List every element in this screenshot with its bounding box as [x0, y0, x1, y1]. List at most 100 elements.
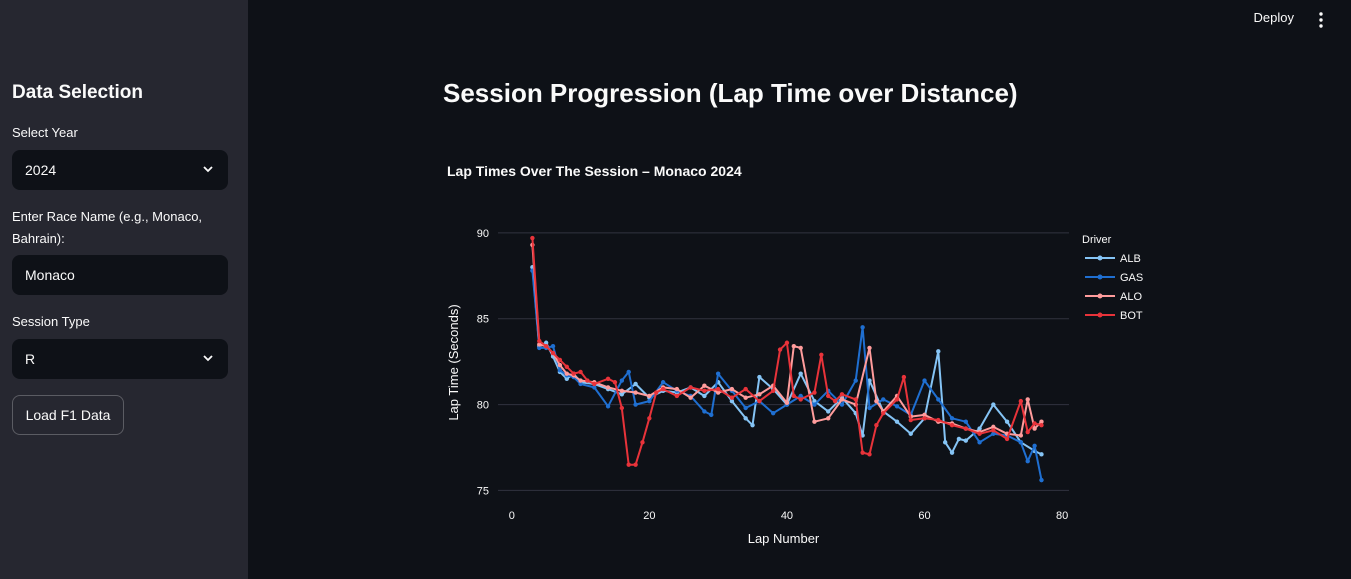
data-point-gas: [674, 388, 680, 394]
data-point-gas: [812, 402, 817, 407]
deploy-button[interactable]: Deploy: [1253, 10, 1294, 25]
data-point-alo: [605, 385, 611, 390]
data-point-gas: [1025, 459, 1030, 464]
data-point-bot: [1025, 429, 1030, 435]
data-point-alb: [853, 410, 858, 416]
data-point-alo: [578, 378, 583, 383]
x-tick-label: 20: [643, 510, 655, 522]
data-point-gas: [688, 393, 693, 399]
data-point-alo: [647, 393, 652, 399]
legend-title: Driver: [1082, 234, 1112, 246]
data-point-alb: [660, 388, 666, 394]
data-point-alo: [702, 383, 707, 388]
data-point-alo: [619, 388, 625, 394]
data-point-gas: [798, 393, 803, 399]
data-point-bot: [640, 440, 645, 445]
data-point-bot: [901, 374, 907, 380]
data-point-bot: [791, 393, 797, 399]
data-point-alb: [530, 265, 535, 270]
data-point-gas: [647, 398, 652, 404]
y-tick-label: 85: [477, 314, 489, 326]
data-point-alb: [1039, 452, 1044, 457]
data-point-gas: [963, 419, 969, 424]
data-point-alb: [592, 381, 597, 387]
data-point-bot: [578, 369, 583, 375]
data-point-alo: [688, 395, 693, 400]
legend-item-bot[interactable]: BOT: [1085, 310, 1143, 322]
legend-item-alb[interactable]: ALB: [1085, 253, 1141, 265]
data-point-gas: [860, 325, 865, 330]
data-point-alb: [543, 340, 549, 345]
sidebar: Data Selection Select Year 2024 Enter Ra…: [0, 0, 248, 579]
race-name-value: Monaco: [25, 267, 75, 283]
data-point-bot: [1018, 398, 1024, 404]
data-point-bot: [819, 352, 824, 357]
data-point-alo: [557, 362, 563, 368]
data-point-alo: [812, 419, 817, 424]
data-point-alb: [578, 380, 583, 385]
data-point-alb: [557, 369, 563, 375]
data-point-bot: [853, 397, 858, 402]
y-axis-label: Lap Time (Seconds): [446, 304, 461, 420]
data-point-alo: [798, 345, 803, 351]
data-point-bot: [688, 385, 693, 390]
data-point-alo: [770, 383, 776, 388]
data-point-bot: [564, 364, 569, 369]
data-point-bot: [860, 450, 865, 455]
data-point-bot: [585, 378, 590, 383]
data-point-alo: [853, 402, 858, 407]
data-point-gas: [537, 345, 542, 351]
data-point-bot: [729, 395, 735, 400]
data-point-bot: [605, 376, 611, 382]
data-point-gas: [543, 345, 549, 351]
session-select[interactable]: R: [12, 339, 228, 379]
data-point-gas: [770, 410, 776, 416]
data-point-bot: [777, 347, 783, 352]
x-tick-label: 0: [509, 510, 515, 522]
data-point-gas: [1018, 440, 1024, 445]
data-point-alb: [991, 402, 996, 407]
data-point-alo: [894, 393, 900, 399]
data-point-gas: [557, 368, 563, 373]
data-point-bot: [826, 393, 831, 399]
legend-marker: [1097, 255, 1103, 261]
data-point-alo: [537, 342, 542, 347]
data-point-alo: [991, 424, 996, 430]
data-point-bot: [874, 422, 879, 428]
race-label-line2: Bahrain):: [12, 231, 65, 246]
data-point-bot: [770, 388, 776, 394]
data-point-gas: [729, 388, 735, 394]
data-point-bot: [647, 416, 652, 421]
data-point-alb: [963, 438, 969, 443]
data-point-alb: [619, 392, 625, 397]
data-point-bot: [949, 422, 955, 428]
data-point-alb: [633, 381, 638, 387]
year-select[interactable]: 2024: [12, 150, 228, 190]
data-point-alb: [826, 409, 831, 414]
data-point-gas: [592, 385, 597, 390]
load-data-button[interactable]: Load F1 Data: [12, 395, 124, 435]
data-point-gas: [550, 343, 556, 349]
data-point-gas: [784, 402, 790, 407]
data-point-gas: [571, 374, 576, 380]
data-point-gas: [894, 404, 900, 409]
data-point-alo: [743, 395, 748, 400]
legend-item-alo[interactable]: ALO: [1085, 291, 1142, 303]
race-name-input[interactable]: Monaco: [12, 255, 228, 295]
data-point-gas: [702, 409, 707, 414]
chevron-down-icon: [203, 355, 213, 362]
data-point-bot: [908, 417, 913, 423]
x-tick-label: 40: [781, 510, 793, 522]
more-options-icon[interactable]: [1318, 11, 1324, 29]
data-point-alo: [874, 398, 879, 404]
data-point-alo: [530, 242, 535, 248]
data-point-bot: [832, 398, 838, 404]
x-tick-label: 80: [1056, 510, 1068, 522]
data-point-bot: [557, 357, 563, 363]
data-point-alo: [1039, 419, 1044, 424]
data-point-alb: [908, 431, 913, 436]
data-point-bot: [619, 405, 625, 411]
legend-item-gas[interactable]: GAS: [1085, 272, 1143, 284]
data-point-alo: [784, 400, 790, 406]
data-point-gas: [881, 397, 886, 402]
